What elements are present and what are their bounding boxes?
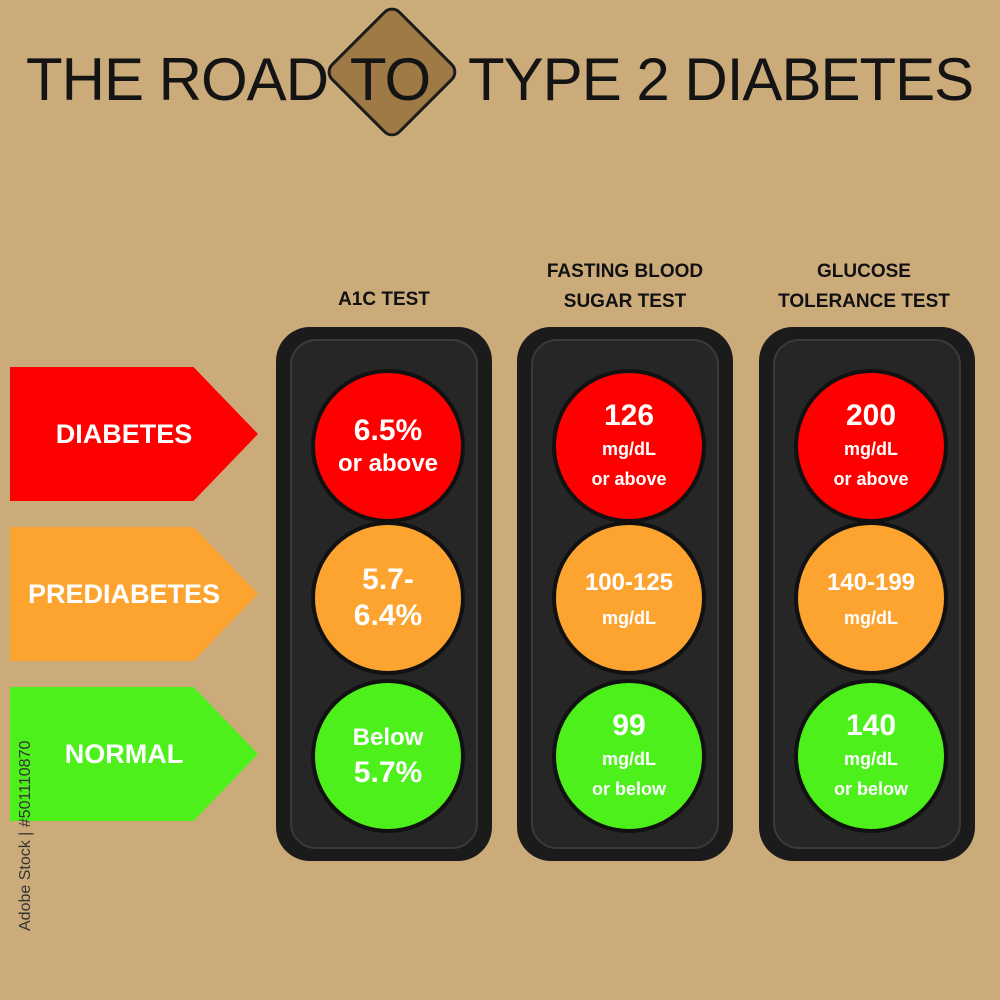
a1c-traffic-light: 6.5% or above 5.7- 6.4% Below 5.7%: [276, 327, 492, 861]
glucose-prediabetes-unit: mg/dL: [844, 608, 898, 628]
fasting-prediabetes-unit: mg/dL: [602, 608, 656, 628]
fasting-prediabetes-value: 100-125: [584, 569, 674, 596]
prediabetes-arrow: PREDIABETES: [10, 527, 258, 661]
fasting-heading-line1: FASTING BLOOD: [546, 261, 704, 282]
a1c-prediabetes-lamp: 5.7- 6.4%: [311, 521, 465, 675]
glucose-diabetes-unit: mg/dL: [844, 439, 898, 459]
fasting-traffic-light: 126 mg/dL or above 100-125 mg/dL 99 mg/d…: [517, 327, 733, 861]
a1c-diabetes-qualifier: or above: [337, 450, 439, 477]
glucose-diabetes-lamp: 200 mg/dL or above: [794, 369, 948, 523]
glucose-test-heading: GLUCOSE TOLERANCE TEST: [754, 257, 974, 317]
glucose-normal-unit: mg/dL: [844, 749, 898, 769]
diabetes-arrow: DIABETES: [10, 367, 258, 501]
prediabetes-arrow-label: PREDIABETES: [27, 578, 221, 609]
fasting-diabetes-qualifier: or above: [591, 469, 667, 489]
glucose-prediabetes-lamp: 140-199 mg/dL: [794, 521, 948, 675]
normal-arrow-label: NORMAL: [64, 738, 184, 769]
fasting-diabetes-lamp: 126 mg/dL or above: [552, 369, 706, 523]
a1c-test-heading: A1C TEST: [274, 285, 494, 315]
fasting-test-heading: FASTING BLOOD SUGAR TEST: [515, 257, 735, 317]
fasting-normal-qualifier: or below: [591, 779, 666, 799]
glucose-diabetes-value: 200: [845, 399, 897, 432]
glucose-normal-qualifier: or below: [833, 779, 908, 799]
a1c-prediabetes-value-end: 6.4%: [353, 599, 423, 632]
glucose-heading-line1: GLUCOSE: [817, 261, 911, 282]
title-middle-text: TO: [349, 46, 431, 113]
a1c-diabetes-value: 6.5%: [353, 414, 423, 447]
fasting-normal-lamp: 99 mg/dL or below: [552, 679, 706, 833]
glucose-traffic-light: 200 mg/dL or above 140-199 mg/dL 140 mg/…: [759, 327, 975, 861]
glucose-diabetes-qualifier: or above: [833, 469, 909, 489]
a1c-normal-lamp: Below 5.7%: [311, 679, 465, 833]
fasting-diabetes-unit: mg/dL: [602, 439, 656, 459]
title-left-text: THE ROAD: [26, 46, 329, 113]
a1c-normal-value: 5.7%: [353, 756, 423, 789]
title-banner: THE ROAD TO TYPE 2 DIABETES: [0, 0, 1000, 160]
fasting-normal-unit: mg/dL: [602, 749, 656, 769]
a1c-prediabetes-value-start: 5.7-: [362, 563, 414, 596]
glucose-normal-value: 140: [845, 709, 897, 742]
diabetes-arrow-label: DIABETES: [55, 418, 193, 449]
a1c-normal-qualifier: Below: [352, 724, 424, 751]
fasting-prediabetes-lamp: 100-125 mg/dL: [552, 521, 706, 675]
title-right-text: TYPE 2 DIABETES: [468, 46, 974, 113]
a1c-diabetes-lamp: 6.5% or above: [311, 369, 465, 523]
glucose-heading-line2: TOLERANCE TEST: [778, 291, 950, 312]
a1c-heading-line1: A1C TEST: [338, 289, 430, 310]
fasting-diabetes-value: 126: [603, 399, 655, 432]
glucose-prediabetes-value: 140-199: [826, 569, 916, 596]
fasting-normal-value: 99: [612, 709, 646, 742]
glucose-normal-lamp: 140 mg/dL or below: [794, 679, 948, 833]
normal-arrow: NORMAL: [10, 687, 258, 821]
fasting-heading-line2: SUGAR TEST: [563, 291, 687, 312]
stock-id-label: Adobe Stock | #501110870: [17, 740, 34, 931]
